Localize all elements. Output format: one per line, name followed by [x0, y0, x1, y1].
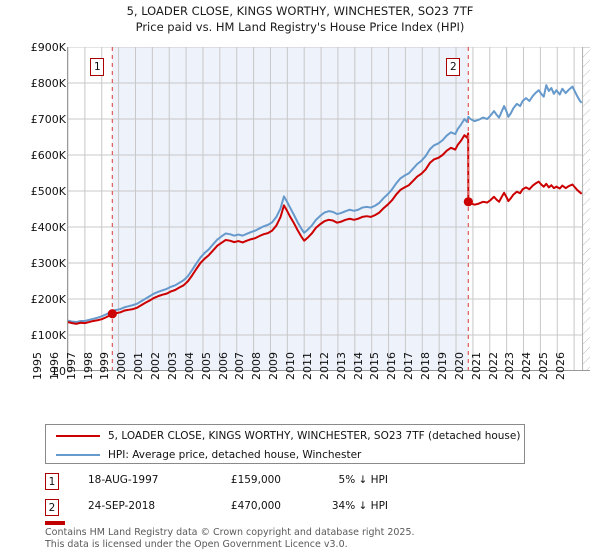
x-tick-label: 2001	[132, 352, 146, 380]
x-tick-label: 2024	[520, 352, 534, 380]
y-tick-label: £0	[52, 365, 66, 378]
legend-item: 5, LOADER CLOSE, KINGS WORTHY, WINCHESTE…	[46, 426, 524, 446]
chart-marker-1[interactable]: 1	[90, 58, 105, 76]
sale-index-badge[interactable]: 1	[45, 473, 59, 490]
title-line-2: Price paid vs. HM Land Registry's House …	[135, 20, 465, 34]
x-tick-label: 2010	[284, 352, 298, 380]
sale-price: £470,000	[230, 500, 281, 512]
x-tick-label: 2008	[250, 352, 264, 380]
sales-table-row: 2 24-SEP-2018 £470,000 34% ↓ HPI	[0, 496, 600, 522]
page-title: 5, LOADER CLOSE, KINGS WORTHY, WINCHESTE…	[0, 3, 600, 35]
chart-marker-2[interactable]: 2	[446, 58, 461, 76]
x-tick-label: 2021	[469, 352, 483, 380]
x-tick-label: 2026	[554, 352, 567, 380]
x-tick-label: 1996	[47, 352, 61, 380]
x-tick-label: 2022	[486, 352, 500, 380]
x-tick-label: 2002	[149, 352, 163, 380]
legend-label: 5, LOADER CLOSE, KINGS WORTHY, WINCHESTE…	[108, 430, 521, 442]
legend-color-swatch	[56, 454, 100, 456]
x-tick-label: 2016	[385, 352, 399, 380]
x-tick-label: 2023	[503, 352, 517, 380]
x-tick-label: 2018	[419, 352, 433, 380]
y-tick-label: £600K	[30, 149, 66, 162]
footer-accent-bar	[45, 521, 65, 525]
x-tick-label: 1999	[98, 352, 112, 380]
sale-hpi-delta: 34% ↓ HPI	[331, 500, 388, 512]
plot-area	[67, 47, 590, 371]
x-tick-label: 2009	[267, 352, 281, 380]
y-tick-label: £500K	[30, 185, 66, 198]
x-tick-label: 1998	[81, 352, 95, 380]
sale-hpi-delta: 5% ↓ HPI	[338, 474, 388, 486]
x-tick-label: 2020	[452, 352, 466, 380]
x-tick-label: 2003	[165, 352, 179, 380]
x-tick-label: 2025	[537, 352, 551, 380]
sales-table-row: 1 18-AUG-1997 £159,000 5% ↓ HPI	[0, 470, 600, 496]
y-tick-label: £100K	[30, 329, 66, 342]
x-tick-label: 2007	[233, 352, 247, 380]
x-tick-label: 2014	[351, 352, 365, 380]
x-tick-label: 2011	[300, 352, 314, 380]
y-tick-label: £300K	[30, 257, 66, 270]
title-line-1: 5, LOADER CLOSE, KINGS WORTHY, WINCHESTE…	[126, 4, 474, 18]
x-tick-label: 2012	[317, 352, 331, 380]
sale-index-badge[interactable]: 2	[45, 499, 59, 516]
x-tick-label: 2017	[402, 352, 416, 380]
x-tick-label: 2013	[334, 352, 348, 380]
x-tick-label: 2004	[182, 352, 196, 380]
y-tick-label: £700K	[30, 113, 66, 126]
sale-date: 18-AUG-1997	[88, 474, 159, 486]
footer-line-2: This data is licensed under the Open Gov…	[45, 538, 348, 550]
x-tick-label: 1995	[31, 352, 44, 380]
y-tick-label: £800K	[30, 77, 66, 90]
y-tick-label: £200K	[30, 293, 66, 306]
legend-item: HPI: Average price, detached house, Winc…	[46, 445, 524, 465]
footer-line-1: Contains HM Land Registry data © Crown c…	[45, 527, 415, 538]
x-tick-label: 2019	[435, 352, 449, 380]
x-tick-label: 2006	[216, 352, 230, 380]
y-tick-label: £900K	[30, 41, 66, 54]
footer-attribution: Contains HM Land Registry data © Crown c…	[45, 527, 585, 550]
x-tick-label: 1997	[64, 352, 78, 380]
x-tick-label: 2015	[368, 352, 382, 380]
chart-svg	[68, 47, 590, 370]
legend-label: HPI: Average price, detached house, Winc…	[108, 449, 362, 461]
x-tick-label: 2000	[115, 352, 129, 380]
chart-legend: 5, LOADER CLOSE, KINGS WORTHY, WINCHESTE…	[45, 424, 525, 464]
legend-color-swatch	[56, 435, 100, 437]
y-axis-labels: £0 £100K £200K £300K £400K £500K £600K £700K £80…	[0, 40, 600, 380]
chart-container: £0 £100K £200K £300K £400K £500K £600K £700K £80…	[0, 40, 600, 380]
sale-price: £159,000	[230, 474, 281, 486]
x-tick-label: 2005	[199, 352, 213, 380]
y-tick-label: £400K	[30, 221, 66, 234]
sale-date: 24-SEP-2018	[88, 500, 156, 512]
